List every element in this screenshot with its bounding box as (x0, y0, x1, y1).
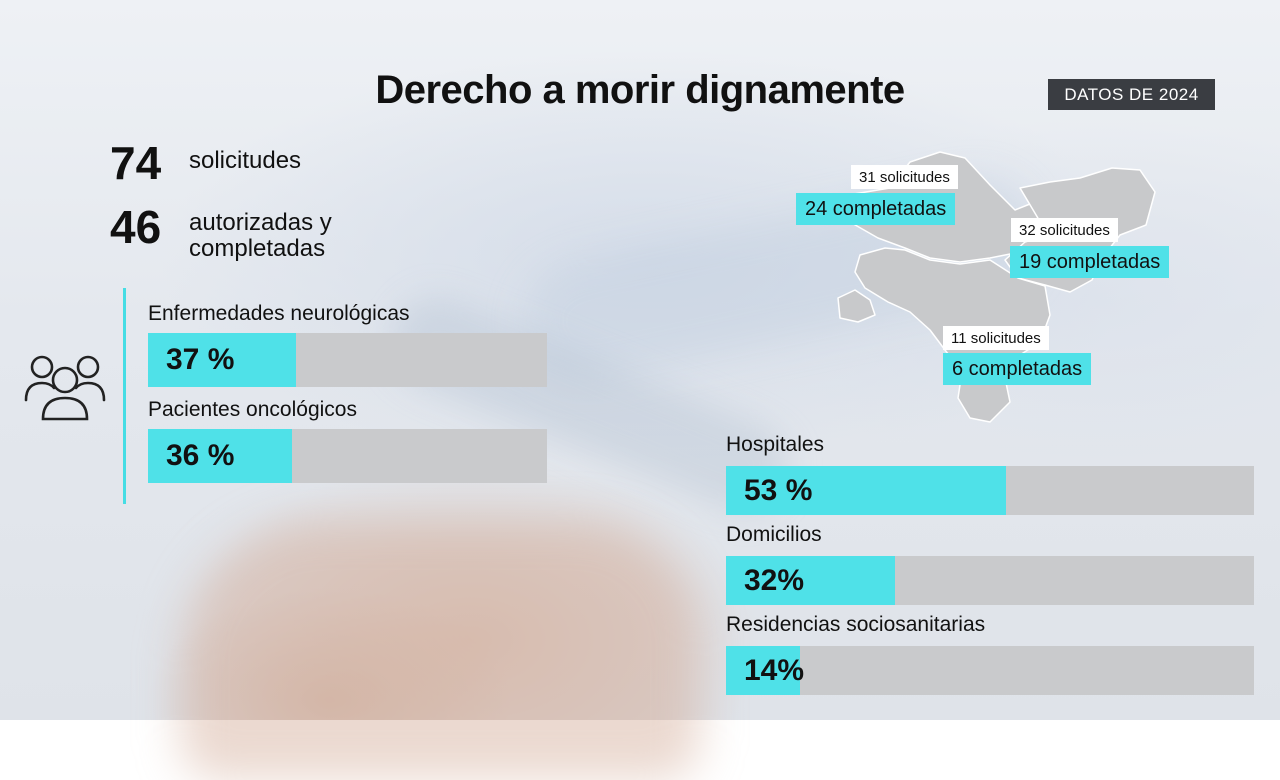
bar-value-label: 37 % (166, 343, 235, 376)
bar-track: 53 % (726, 466, 1254, 515)
map-region-enclave (837, 289, 876, 323)
bar-value-label: 14% (744, 653, 805, 687)
region-3-requests: 11 solicitudes (943, 326, 1049, 350)
bar-value-label: 36 % (166, 439, 235, 472)
kpi-requests-number: 74 (110, 137, 162, 189)
category-label: Pacientes oncológicos (148, 398, 357, 421)
kpi-completed-number: 46 (110, 201, 162, 253)
bar-fill (148, 429, 292, 483)
region-1-completed: 24 completadas (796, 193, 956, 225)
bar-fill (726, 646, 800, 695)
bar-track: 14% (726, 646, 1254, 695)
bar-fill (726, 556, 895, 605)
category-label: Enfermedades neurológicas (148, 302, 410, 325)
kpi-completed-label-2: completadas (189, 235, 326, 262)
background-hand (180, 520, 700, 780)
region-2-requests: 32 solicitudes (1011, 218, 1118, 242)
category-label: Hospitales (726, 433, 825, 456)
people-group-icon (24, 355, 106, 421)
year-badge: DATOS DE 2024 (1048, 79, 1215, 110)
region-3-completed: 6 completadas (943, 353, 1092, 385)
bar-fill (148, 333, 296, 387)
bar-track: 32% (726, 556, 1254, 605)
region-2-completed: 19 completadas (1010, 246, 1170, 278)
bar-value-label: 53 % (744, 473, 813, 507)
bar-track: 37 % (148, 333, 547, 387)
category-label: Domicilios (726, 523, 822, 546)
bar-fill (726, 466, 1006, 515)
bar-value-label: 32% (744, 563, 805, 597)
section-accent-line (123, 288, 126, 504)
page-title: Derecho a morir dignamente (375, 68, 905, 112)
region-1-requests: 31 solicitudes (851, 165, 958, 189)
kpi-completed-label-1: autorizadas y (189, 209, 332, 236)
category-label: Residencias sociosanitarias (726, 613, 986, 636)
kpi-requests-label: solicitudes (189, 147, 302, 174)
bar-track: 36 % (148, 429, 547, 483)
